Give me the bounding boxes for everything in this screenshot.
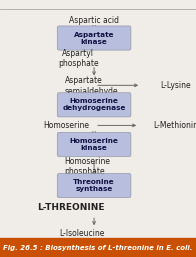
FancyBboxPatch shape [57, 26, 131, 50]
Text: Aspartate
semialdehyde: Aspartate semialdehyde [65, 76, 118, 96]
Text: Homoserine: Homoserine [43, 121, 89, 130]
Text: Homoserine
kinase: Homoserine kinase [70, 138, 119, 151]
Text: Aspartic acid: Aspartic acid [69, 15, 119, 25]
Text: L-THREONINE: L-THREONINE [37, 203, 105, 212]
Text: Aspartyl
phosphate: Aspartyl phosphate [58, 49, 99, 68]
FancyBboxPatch shape [57, 132, 131, 157]
Bar [0, 238, 196, 257]
Text: Aspartate
kinase: Aspartate kinase [74, 32, 114, 44]
Text: Homoserine
dehydrogenase: Homoserine dehydrogenase [62, 98, 126, 111]
Text: L-Isoleucine: L-Isoleucine [59, 229, 104, 238]
Text: L-Methionine: L-Methionine [153, 121, 196, 130]
Text: L-Lysine: L-Lysine [161, 81, 191, 90]
Text: Homoserine
phosphate: Homoserine phosphate [65, 157, 111, 176]
FancyBboxPatch shape [57, 173, 131, 198]
FancyBboxPatch shape [57, 93, 131, 117]
Text: Threonine
synthase: Threonine synthase [73, 179, 115, 192]
Text: Fig. 26.5 : Biosynthesis of L-threonine in E. coli.: Fig. 26.5 : Biosynthesis of L-threonine … [3, 245, 193, 251]
